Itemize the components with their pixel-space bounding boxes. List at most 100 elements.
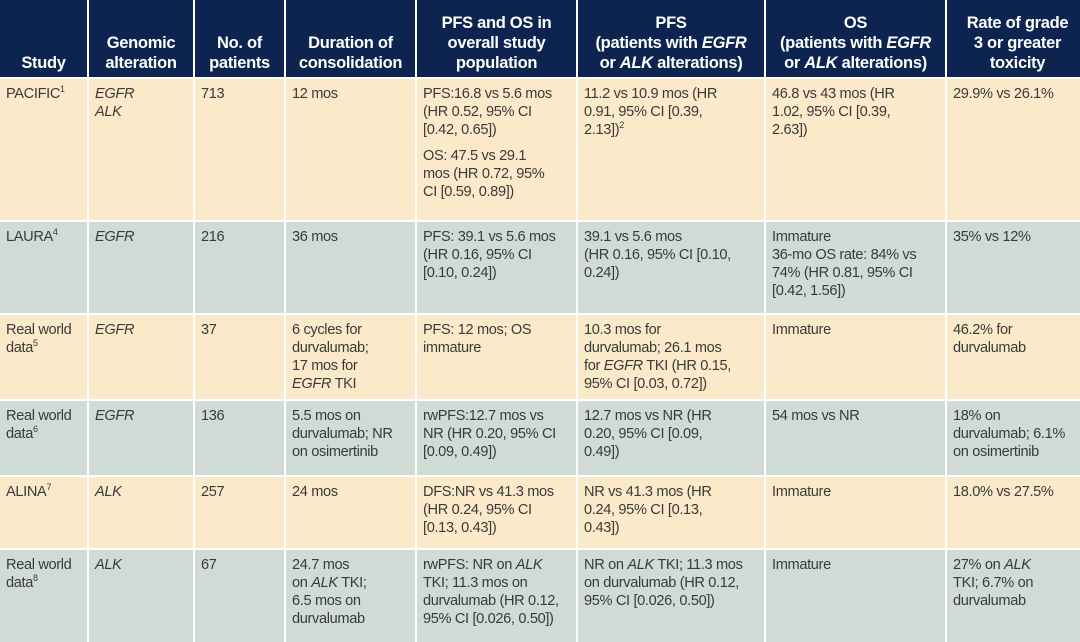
text-segment: Real world <box>6 322 72 338</box>
text-segment: OS <box>843 14 868 32</box>
text-segment: PFS:16.8 vs 5.6 mos <box>423 86 552 102</box>
text-line: 35% vs 12% <box>953 228 1080 246</box>
text-segment: TKI <box>331 376 357 392</box>
cell-paragraph: 136 <box>201 407 284 425</box>
text-segment: durvalumab; 26.1 mos <box>584 340 722 356</box>
text-segment: LAURA <box>6 229 53 245</box>
text-line: NR vs 41.3 mos (HR <box>584 483 764 501</box>
cell-os-egfr-alk: Immature <box>766 550 945 642</box>
text-line: durvalumab <box>292 610 415 628</box>
text-line: Duration of <box>308 33 393 53</box>
text-segment: 713 <box>201 86 225 102</box>
cell-pfs-os-overall: PFS: 39.1 vs 5.6 mos (HR 0.16, 95% CI [0.1… <box>417 222 576 313</box>
text-segment: 6 cycles for <box>292 322 362 338</box>
cell-genomic-alteration: ALK <box>89 477 193 548</box>
text-line: 46.2% for <box>953 321 1080 339</box>
text-segment: 11.2 vs 10.9 mos (HR <box>584 86 718 102</box>
text-segment: Real world <box>6 408 72 424</box>
cell-paragraph: 36 mos <box>292 228 415 246</box>
cell-paragraph: 46.2% for durvalumab <box>953 321 1080 357</box>
text-segment: (patients with <box>779 34 887 52</box>
cell-grade3-toxicity: 18.0% vs 27.5% <box>947 477 1080 548</box>
text-line: PFS: 12 mos; OS <box>423 321 576 339</box>
text-line: 46.8 vs 43 mos (HR <box>772 85 945 103</box>
text-line: 10.3 mos for <box>584 321 764 339</box>
text-segment: TKI; <box>337 575 367 591</box>
cell-os-egfr-alk: Immature 36-mo OS rate: 84% vs 74% (HR 0.8… <box>766 222 945 313</box>
cell-paragraph: 24.7 mos on ALK TKI; 6.5 mos on durvalumab <box>292 556 415 628</box>
text-segment: toxicity <box>989 54 1046 72</box>
cell-paragraph: 24 mos <box>292 483 415 501</box>
text-line: EGFR <box>95 407 193 425</box>
cell-no-of-patients: 216 <box>195 222 284 313</box>
text-segment: NR on <box>584 557 628 573</box>
cell-paragraph: ALINA7 <box>6 483 87 501</box>
gene-name: EGFR <box>95 86 135 102</box>
text-segment: [0.10, 0.24]) <box>423 265 497 281</box>
text-segment: mos (HR 0.72, 95% <box>423 166 545 182</box>
text-segment: 10.3 mos for <box>584 322 661 338</box>
text-line: PFS:16.8 vs 5.6 mos <box>423 85 576 103</box>
text-line: CI [0.59, 0.89]) <box>423 183 576 201</box>
text-segment: (HR 0.52, 95% CI <box>423 104 532 120</box>
text-line: 39.1 vs 5.6 mos <box>584 228 764 246</box>
text-line: 11.2 vs 10.9 mos (HR <box>584 85 764 103</box>
text-segment: 54 mos vs NR <box>772 408 860 424</box>
text-line: DFS:NR vs 41.3 mos <box>423 483 576 501</box>
cell-paragraph: Immature <box>772 483 945 501</box>
cell-pfs-os-overall: DFS:NR vs 41.3 mos (HR 0.24, 95% CI [0.13,… <box>417 477 576 548</box>
cell-paragraph: 12.7 mos vs NR (HR 0.20, 95% CI [0.09, 0.4… <box>584 407 764 461</box>
text-line: (patients with EGFR <box>595 33 746 53</box>
cell-paragraph: rwPFS:12.7 mos vs NR (HR 0.20, 95% CI [0.0… <box>423 407 576 461</box>
text-line: on osimertinib <box>292 443 415 461</box>
cell-paragraph: NR vs 41.3 mos (HR 0.24, 95% CI [0.13, 0.4… <box>584 483 764 537</box>
cell-paragraph: OS: 47.5 vs 29.1 mos (HR 0.72, 95% CI [0.5… <box>423 147 576 201</box>
footnote-reference: 5 <box>33 338 38 348</box>
text-segment: 17 mos for <box>292 358 358 374</box>
cell-pfs-egfr-alk: NR on ALK TKI; 11.3 mos on durvalumab (HR… <box>578 550 764 642</box>
cell-grade3-toxicity: 27% on ALK TKI; 6.7% on durvalumab <box>947 550 1080 642</box>
cell-paragraph: 5.5 mos on durvalumab; NR on osimertinib <box>292 407 415 461</box>
cell-paragraph: PACIFIC1 <box>6 85 87 103</box>
text-line: Rate of grade <box>967 13 1069 33</box>
gene-name: ALK <box>619 54 653 72</box>
cell-grade3-toxicity: 29.9% vs 26.1% <box>947 79 1080 220</box>
text-segment: ALINA <box>6 484 47 500</box>
cell-pfs-egfr-alk: NR vs 41.3 mos (HR 0.24, 95% CI [0.13, 0.4… <box>578 477 764 548</box>
text-line: No. of <box>217 33 262 53</box>
cell-paragraph: rwPFS: NR on ALK TKI; 11.3 mos on durvalum… <box>423 556 576 628</box>
cell-grade3-toxicity: 18% on durvalumab; 6.1% on osimertinib <box>947 401 1080 475</box>
text-segment: (HR 0.16, 95% CI [0.10, <box>584 247 731 263</box>
cell-pfs-egfr-alk: 11.2 vs 10.9 mos (HR 0.91, 95% CI [0.39, 2… <box>578 79 764 220</box>
column-header-no-of-patients: No. of patients <box>195 0 284 77</box>
text-segment: OS: 47.5 vs 29.1 <box>423 148 527 164</box>
text-line: 713 <box>201 85 284 103</box>
gene-name: EGFR <box>95 322 135 338</box>
column-header-genomic-alteration: Genomic alteration <box>89 0 193 77</box>
cell-paragraph: 11.2 vs 10.9 mos (HR 0.91, 95% CI [0.39, 2… <box>584 85 764 139</box>
text-line: population <box>456 53 538 73</box>
text-line: Immature <box>772 483 945 501</box>
text-segment: data <box>6 575 34 591</box>
cell-paragraph: 37 <box>201 321 284 339</box>
text-line: 18.0% vs 27.5% <box>953 483 1080 501</box>
text-line: durvalumab <box>953 339 1080 357</box>
text-segment: Immature <box>772 557 831 573</box>
text-segment: 12.7 mos vs NR (HR <box>584 408 712 424</box>
gene-name: ALK <box>804 54 838 72</box>
column-header-pfs-egfr-alk: PFS (patients with EGFR or ALK alterations… <box>578 0 764 77</box>
cell-paragraph: 39.1 vs 5.6 mos (HR 0.16, 95% CI [0.10, 0.… <box>584 228 764 282</box>
text-line: (patients with EGFR <box>780 33 931 53</box>
text-line: 95% CI [0.026, 0.50]) <box>423 610 576 628</box>
gene-name: ALK <box>95 104 122 120</box>
gene-name: ALK <box>311 575 338 591</box>
text-segment: 2.63]) <box>772 122 808 138</box>
text-line: 67 <box>201 556 284 574</box>
text-segment: 95% CI [0.026, 0.50]) <box>584 593 715 609</box>
cell-paragraph: EGFR ALK <box>95 85 193 121</box>
text-line: Immature <box>772 321 945 339</box>
text-segment: 29.9% vs 26.1% <box>953 86 1054 102</box>
cell-paragraph: 6 cycles for durvalumab; 17 mos for EGFR TK… <box>292 321 415 393</box>
gene-name: EGFR <box>95 229 135 245</box>
text-line: rwPFS: NR on ALK <box>423 556 576 574</box>
